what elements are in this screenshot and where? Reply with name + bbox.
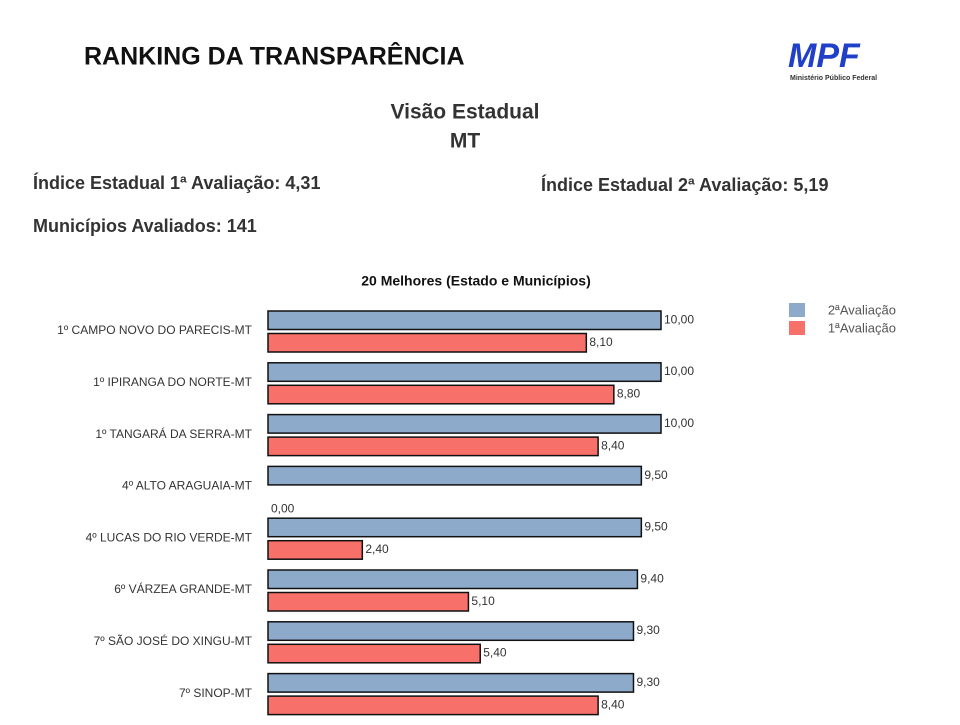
value-label: 9,30 <box>636 623 660 637</box>
heading-state: MT <box>450 130 480 153</box>
value-label: 9,50 <box>644 520 668 534</box>
value-label: 5,40 <box>483 646 507 660</box>
logo: MPF <box>788 37 861 75</box>
bar <box>267 310 662 331</box>
page-title: RANKING DA TRANSPARÊNCIA <box>84 41 465 71</box>
legend-swatch <box>789 303 805 317</box>
value-label: 8,40 <box>601 439 625 453</box>
bar <box>267 362 662 383</box>
category-label: 6º VÁRZEA GRANDE-MT <box>114 581 252 596</box>
index-2: Índice Estadual 2ª Avaliação: 5,19 <box>541 174 828 195</box>
index-1: Índice Estadual 1ª Avaliação: 4,31 <box>33 172 320 193</box>
bar <box>267 436 599 457</box>
value-label: 9,50 <box>644 468 668 482</box>
bar <box>267 569 639 590</box>
category-label: 1º TANGARÁ DA SERRA-MT <box>95 426 252 441</box>
value-label: 9,30 <box>636 675 660 689</box>
municipalities: Municípios Avaliados: 141 <box>33 216 257 236</box>
heading: Visão Estadual <box>390 101 539 124</box>
category-label: 1º IPIRANGA DO NORTE-MT <box>93 375 253 389</box>
value-label: 8,80 <box>617 387 641 401</box>
value-label: 5,10 <box>471 594 495 608</box>
bar <box>267 465 643 486</box>
bar <box>267 517 643 538</box>
bar <box>267 384 615 405</box>
bar <box>267 643 481 664</box>
category-label: 4º LUCAS DO RIO VERDE-MT <box>86 530 253 544</box>
value-label: 0,00 <box>271 502 295 516</box>
value-label: 10,00 <box>664 416 694 430</box>
bar <box>267 621 635 642</box>
bar <box>267 332 588 353</box>
value-label: 8,40 <box>601 698 625 712</box>
value-label: 8,10 <box>589 335 613 349</box>
category-label: 7º SÃO JOSÉ DO XINGU-MT <box>94 633 253 648</box>
category-label: 4º ALTO ARAGUAIA-MT <box>122 479 253 493</box>
legend-label: 2ªAvaliação <box>828 302 896 317</box>
category-label: 1º CAMPO NOVO DO PARECIS-MT <box>57 323 253 337</box>
legend-swatch <box>789 321 805 335</box>
bar <box>267 695 599 716</box>
logo-subtitle: Ministério Público Federal <box>790 75 877 82</box>
chart-title: 20 Melhores (Estado e Municípios) <box>361 273 591 289</box>
value-label: 10,00 <box>664 364 694 378</box>
value-label: 10,00 <box>664 312 694 326</box>
value-label: 9,40 <box>640 571 664 585</box>
bar <box>267 672 635 693</box>
bar <box>267 591 470 612</box>
legend-label: 1ªAvaliação <box>828 320 896 335</box>
bar <box>267 413 662 434</box>
category-label: 7º SINOP-MT <box>179 686 253 700</box>
bar <box>267 539 364 560</box>
value-label: 2,40 <box>365 542 389 556</box>
